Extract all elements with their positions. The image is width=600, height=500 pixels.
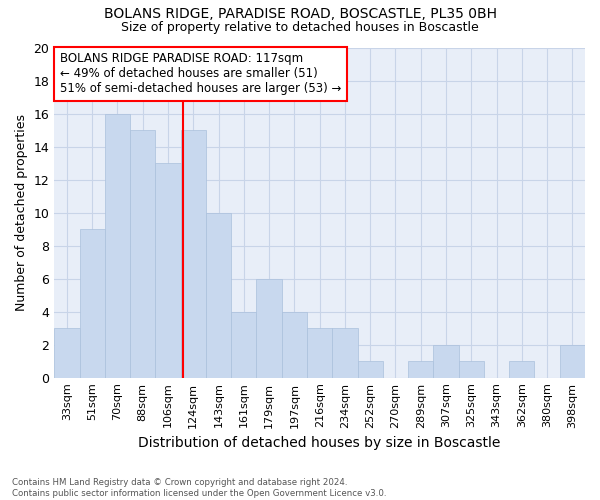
Bar [560,344,585,378]
Y-axis label: Number of detached properties: Number of detached properties [15,114,28,311]
Bar [458,361,484,378]
Bar [206,212,231,378]
Bar [358,361,383,378]
Bar [408,361,433,378]
Bar [105,114,130,378]
Bar [433,344,458,378]
Bar [181,130,206,378]
Bar [332,328,358,378]
Text: BOLANS RIDGE, PARADISE ROAD, BOSCASTLE, PL35 0BH: BOLANS RIDGE, PARADISE ROAD, BOSCASTLE, … [104,8,497,22]
Text: BOLANS RIDGE PARADISE ROAD: 117sqm
← 49% of detached houses are smaller (51)
51%: BOLANS RIDGE PARADISE ROAD: 117sqm ← 49%… [59,52,341,96]
X-axis label: Distribution of detached houses by size in Boscastle: Distribution of detached houses by size … [139,436,501,450]
Bar [130,130,155,378]
Text: Size of property relative to detached houses in Boscastle: Size of property relative to detached ho… [121,21,479,34]
Bar [282,312,307,378]
Bar [231,312,256,378]
Bar [54,328,80,378]
Bar [155,163,181,378]
Bar [509,361,535,378]
Bar [80,229,105,378]
Bar [256,278,282,378]
Bar [307,328,332,378]
Text: Contains HM Land Registry data © Crown copyright and database right 2024.
Contai: Contains HM Land Registry data © Crown c… [12,478,386,498]
